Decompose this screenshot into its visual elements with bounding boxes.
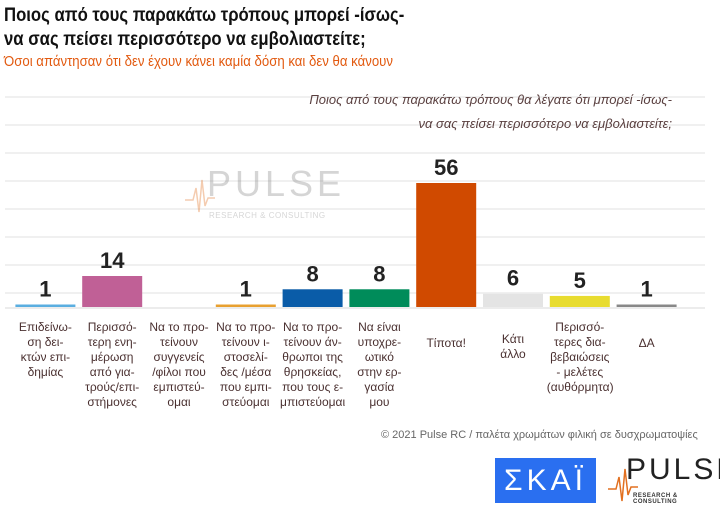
category-label: Περισσό-τερη ενη-μέρωση από για-τρούς/επι…: [85, 320, 140, 409]
category-label: Τίποτα!: [426, 336, 466, 350]
question-line-1: Ποιος από τους παρακάτω τρόπους θα λέγατ…: [309, 92, 672, 107]
bar: [82, 276, 143, 307]
pulse-logo: PULSE RESEARCH & CONSULTING: [608, 453, 720, 505]
data-label: 14: [100, 248, 125, 273]
skai-logo: ΣΚΑΪ: [495, 458, 596, 503]
data-label: 8: [373, 261, 385, 286]
category-label: Να το προ-τείνουν συγγενείς/φίλοι που εμπι…: [149, 320, 209, 409]
question-line-2: να σας πείσει περισσότερο να εμβολιαστεί…: [418, 116, 672, 131]
data-label: 1: [240, 277, 252, 302]
title-line-1: Ποιος από τους παρακάτω τρόπους μπορεί -…: [4, 5, 405, 26]
copyright-footer: © 2021 Pulse RC / παλέτα χρωμάτων φιλική…: [381, 429, 698, 441]
data-label: 6: [507, 266, 519, 291]
bar: [15, 304, 76, 307]
bar: [483, 293, 543, 307]
data-label: 1: [640, 277, 652, 302]
bar: [215, 304, 276, 307]
category-label: Κάτι άλλο: [500, 332, 526, 361]
category-label: Περισσό-τερες δια-βεβαιώσεις - μελέτες (αυ…: [546, 320, 614, 394]
bar: [616, 304, 677, 307]
question-note: Ποιος από τους παρακάτω τρόπους θα λέγατ…: [309, 88, 672, 136]
title-line-2: να σας πείσει περισσότερο να εμβολιαστεί…: [4, 29, 366, 50]
category-label: Να το προ-τείνουν άν-θρωποι της θρησκείας…: [280, 320, 346, 409]
bar: [549, 295, 610, 307]
data-label: 5: [574, 268, 586, 293]
bar: [416, 183, 477, 307]
category-label: Να το προ-τείνουν ι-στοσελί-δες /μέσα που…: [216, 320, 276, 409]
bar-chart: 1 14 1 8 8 56 6 5 1: [5, 96, 705, 309]
bar: [282, 289, 343, 307]
data-label: 56: [434, 155, 458, 180]
category-label: ΔΑ: [638, 336, 655, 350]
bar: [349, 289, 410, 307]
category-label: Να είναι υποχρε-ωτικό στην ερ-γασία μου: [357, 320, 402, 409]
data-label: 1: [39, 277, 51, 302]
chart-subtitle: Όσοι απάντησαν ότι δεν έχουν κάνει καμία…: [4, 53, 394, 70]
chart-title: Ποιος από τους παρακάτω τρόπους μπορεί -…: [4, 4, 404, 52]
pulse-watermark: PULSE RESEARCH & CONSULTING: [185, 163, 355, 225]
category-label: Επιδείνω-ση δει-κτών επι-δημίας: [18, 320, 72, 379]
data-label: 8: [306, 261, 318, 286]
